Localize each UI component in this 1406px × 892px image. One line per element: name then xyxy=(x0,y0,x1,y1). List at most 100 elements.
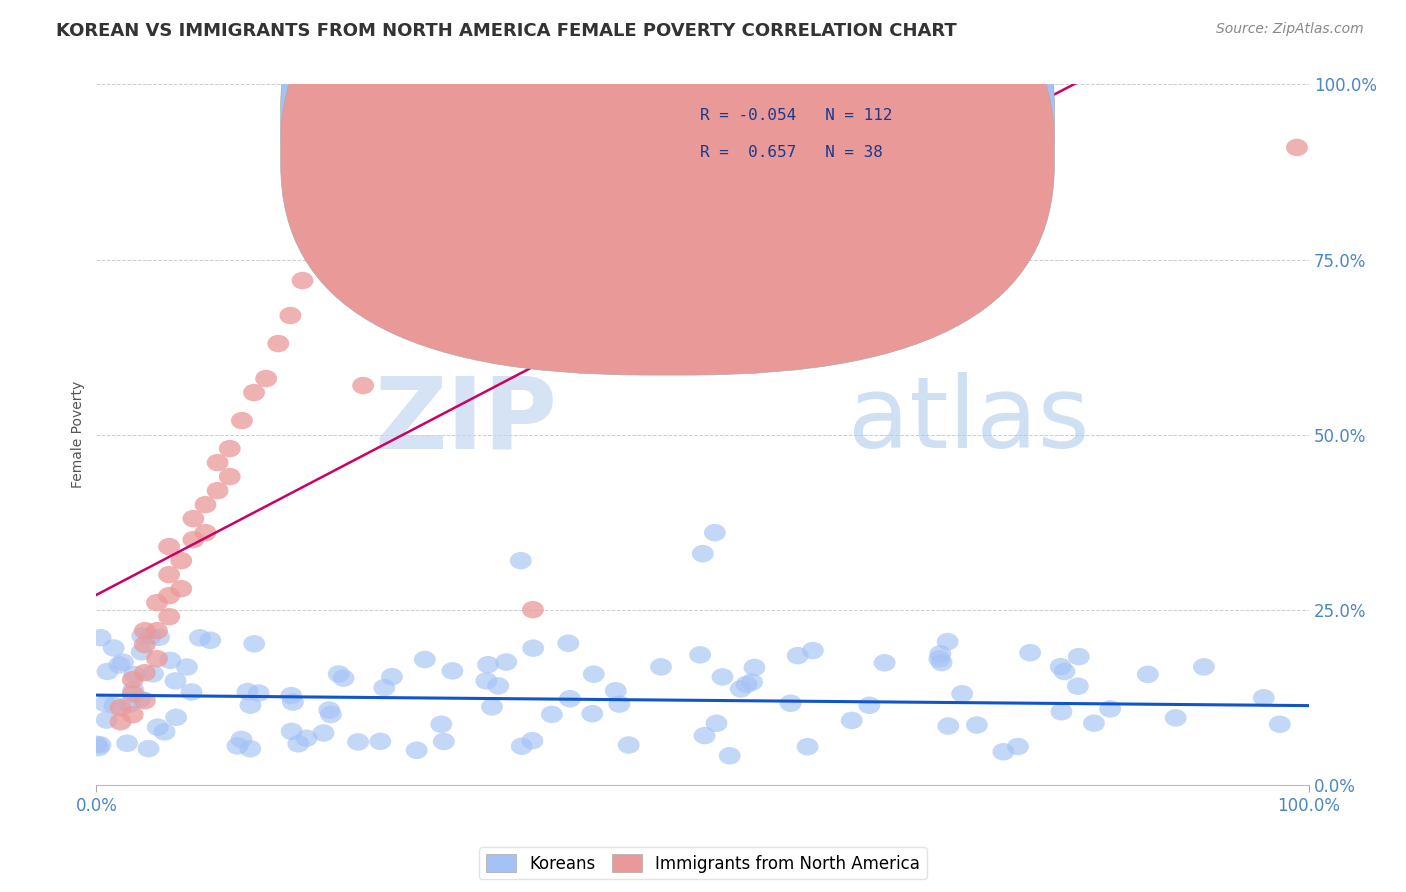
Ellipse shape xyxy=(1099,700,1121,718)
Ellipse shape xyxy=(1286,139,1308,156)
Ellipse shape xyxy=(333,669,354,687)
Ellipse shape xyxy=(134,664,156,681)
Ellipse shape xyxy=(122,685,143,703)
Text: ZIP: ZIP xyxy=(374,372,557,469)
Ellipse shape xyxy=(122,671,143,689)
Ellipse shape xyxy=(287,735,309,753)
Ellipse shape xyxy=(370,732,391,750)
Ellipse shape xyxy=(94,695,117,713)
Ellipse shape xyxy=(430,715,453,733)
Ellipse shape xyxy=(609,696,630,713)
Ellipse shape xyxy=(124,665,145,683)
Ellipse shape xyxy=(711,668,734,686)
Ellipse shape xyxy=(328,230,350,247)
Ellipse shape xyxy=(541,706,562,723)
Legend: Koreans, Immigrants from North America: Koreans, Immigrants from North America xyxy=(479,847,927,880)
Ellipse shape xyxy=(170,580,193,598)
Ellipse shape xyxy=(1053,663,1076,681)
Ellipse shape xyxy=(283,693,304,711)
Ellipse shape xyxy=(112,654,134,671)
Ellipse shape xyxy=(280,687,302,705)
Ellipse shape xyxy=(207,482,229,500)
Ellipse shape xyxy=(131,627,153,645)
Ellipse shape xyxy=(704,524,725,541)
Ellipse shape xyxy=(170,552,193,569)
Ellipse shape xyxy=(650,658,672,675)
Ellipse shape xyxy=(267,334,290,352)
Ellipse shape xyxy=(522,601,544,618)
Ellipse shape xyxy=(146,594,167,611)
Ellipse shape xyxy=(134,622,156,640)
Ellipse shape xyxy=(139,628,162,646)
Ellipse shape xyxy=(194,524,217,541)
Ellipse shape xyxy=(931,654,952,672)
Ellipse shape xyxy=(966,716,988,734)
Ellipse shape xyxy=(159,608,180,625)
Ellipse shape xyxy=(1069,648,1090,665)
Ellipse shape xyxy=(321,706,342,723)
Ellipse shape xyxy=(90,629,111,647)
FancyBboxPatch shape xyxy=(281,0,1054,375)
Ellipse shape xyxy=(441,662,464,680)
Ellipse shape xyxy=(936,633,959,650)
Ellipse shape xyxy=(138,739,159,757)
Ellipse shape xyxy=(1007,738,1029,756)
Ellipse shape xyxy=(797,738,818,756)
Ellipse shape xyxy=(522,640,544,657)
Ellipse shape xyxy=(97,663,118,681)
Ellipse shape xyxy=(1019,644,1040,662)
Ellipse shape xyxy=(96,711,118,729)
Ellipse shape xyxy=(188,629,211,647)
Ellipse shape xyxy=(605,682,627,699)
Ellipse shape xyxy=(787,647,808,665)
Ellipse shape xyxy=(110,699,132,716)
Ellipse shape xyxy=(557,634,579,652)
Ellipse shape xyxy=(159,652,181,669)
Ellipse shape xyxy=(1164,709,1187,727)
Ellipse shape xyxy=(219,468,240,485)
Ellipse shape xyxy=(560,690,581,707)
Ellipse shape xyxy=(481,698,503,715)
Ellipse shape xyxy=(388,300,411,318)
Ellipse shape xyxy=(291,272,314,289)
Ellipse shape xyxy=(413,651,436,668)
Ellipse shape xyxy=(1192,658,1215,675)
Ellipse shape xyxy=(744,659,765,676)
Ellipse shape xyxy=(142,665,165,682)
Ellipse shape xyxy=(86,736,107,753)
Ellipse shape xyxy=(110,713,132,731)
Ellipse shape xyxy=(692,545,714,562)
Ellipse shape xyxy=(87,739,110,756)
Ellipse shape xyxy=(183,531,204,549)
Ellipse shape xyxy=(90,736,111,754)
Ellipse shape xyxy=(243,384,264,401)
Ellipse shape xyxy=(122,706,143,723)
Ellipse shape xyxy=(718,747,741,764)
Ellipse shape xyxy=(231,731,253,748)
Ellipse shape xyxy=(1067,677,1088,695)
Ellipse shape xyxy=(166,708,187,726)
Ellipse shape xyxy=(488,677,509,695)
Text: KOREAN VS IMMIGRANTS FROM NORTH AMERICA FEMALE POVERTY CORRELATION CHART: KOREAN VS IMMIGRANTS FROM NORTH AMERICA … xyxy=(56,22,957,40)
Ellipse shape xyxy=(134,692,156,709)
Ellipse shape xyxy=(583,665,605,683)
Ellipse shape xyxy=(859,697,880,714)
Ellipse shape xyxy=(256,370,277,387)
Ellipse shape xyxy=(929,645,952,663)
Ellipse shape xyxy=(318,701,340,719)
Ellipse shape xyxy=(801,642,824,659)
Ellipse shape xyxy=(952,685,973,703)
Ellipse shape xyxy=(510,552,531,569)
Ellipse shape xyxy=(873,654,896,672)
Ellipse shape xyxy=(159,538,180,556)
Ellipse shape xyxy=(741,673,763,690)
Ellipse shape xyxy=(159,566,180,583)
Ellipse shape xyxy=(146,650,167,667)
Ellipse shape xyxy=(129,690,150,708)
Ellipse shape xyxy=(477,656,499,673)
Ellipse shape xyxy=(131,643,153,661)
Ellipse shape xyxy=(247,684,270,702)
Ellipse shape xyxy=(381,668,404,685)
Ellipse shape xyxy=(194,496,217,514)
Ellipse shape xyxy=(239,740,262,757)
